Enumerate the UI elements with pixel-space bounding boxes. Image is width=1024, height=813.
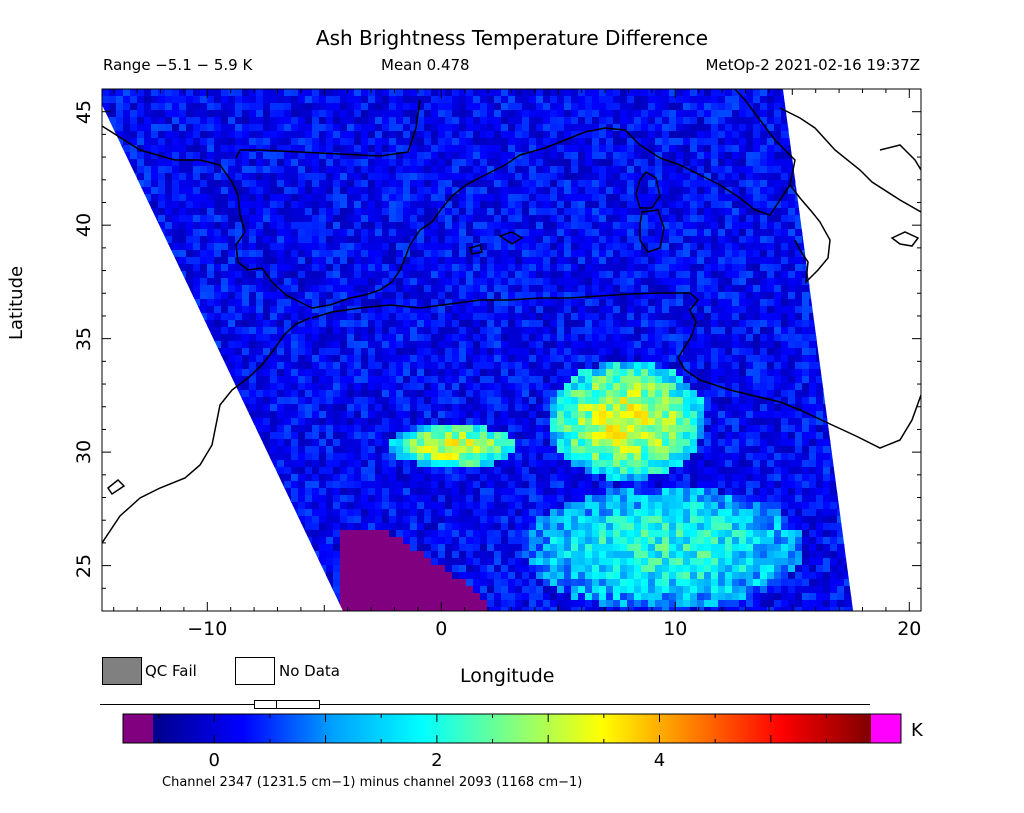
coastline-france [235, 99, 421, 159]
x-tick-label: 0 [435, 618, 448, 640]
channel-footnote: Channel 2347 (1231.5 cm−1) minus channel… [162, 775, 583, 790]
qc-fail-swatch [102, 657, 142, 685]
y-tick-label: 25 [73, 553, 96, 578]
coastline-gulf-lion [624, 89, 796, 216]
colorbar-range-slider-marker [276, 700, 277, 709]
coastline-balearic-mallorca [498, 231, 524, 245]
satellite-timestamp: MetOp-2 2021-02-16 19:37Z [705, 56, 920, 74]
colorbar-unit: K [911, 720, 923, 741]
colorbar-under-swatch [123, 714, 153, 743]
coastline-north-africa [311, 292, 921, 449]
colorbar-over-swatch [871, 714, 901, 743]
coastline-iberia-med [311, 127, 626, 309]
x-tick-label: 20 [897, 618, 922, 640]
colorbar-tick-label: 2 [431, 750, 443, 771]
colorbar-gradient [153, 714, 871, 743]
coastline-italy [789, 184, 831, 285]
colorbar-tick-label: 4 [653, 750, 666, 771]
coastline-adriatic [879, 144, 921, 171]
coastline-sardinia [639, 209, 665, 253]
no-data-swatch [235, 657, 275, 685]
coastline-balearic-ibiza [469, 244, 483, 255]
x-tick-label: 10 [663, 618, 688, 640]
colorbar-frame [122, 713, 902, 744]
coastline-italy-east [779, 107, 921, 213]
no-data-label: No Data [279, 662, 340, 680]
colorbar-range-slider[interactable] [254, 700, 320, 709]
ash-btd-pixels [102, 89, 854, 611]
x-axis-label: Longitude [460, 665, 555, 687]
x-tick-label: −10 [187, 618, 228, 640]
coastline-iberia [102, 125, 313, 309]
colorbar-range-track [100, 704, 870, 705]
axis-ticks [102, 88, 921, 612]
coastline-morocco [102, 317, 311, 544]
colorbar-tick-label: 0 [208, 750, 220, 771]
y-tick-label: 35 [73, 326, 96, 351]
y-tick-label: 30 [73, 440, 96, 465]
range-readout: Range −5.1 − 5.9 K [103, 56, 253, 74]
y-tick-label: 45 [73, 99, 96, 124]
chart-title: Ash Brightness Temperature Difference [315, 26, 709, 50]
coastlines [102, 89, 921, 544]
y-tick-label: 40 [73, 213, 96, 238]
mean-readout: Mean 0.478 [381, 56, 470, 74]
coastline-sicily [890, 231, 920, 247]
y-axis-label: Latitude [6, 265, 27, 340]
coastline-corsica [635, 171, 661, 209]
coastline-canary [106, 478, 126, 496]
colorbar [122, 713, 902, 744]
qc-fail-label: QC Fail [145, 662, 197, 680]
